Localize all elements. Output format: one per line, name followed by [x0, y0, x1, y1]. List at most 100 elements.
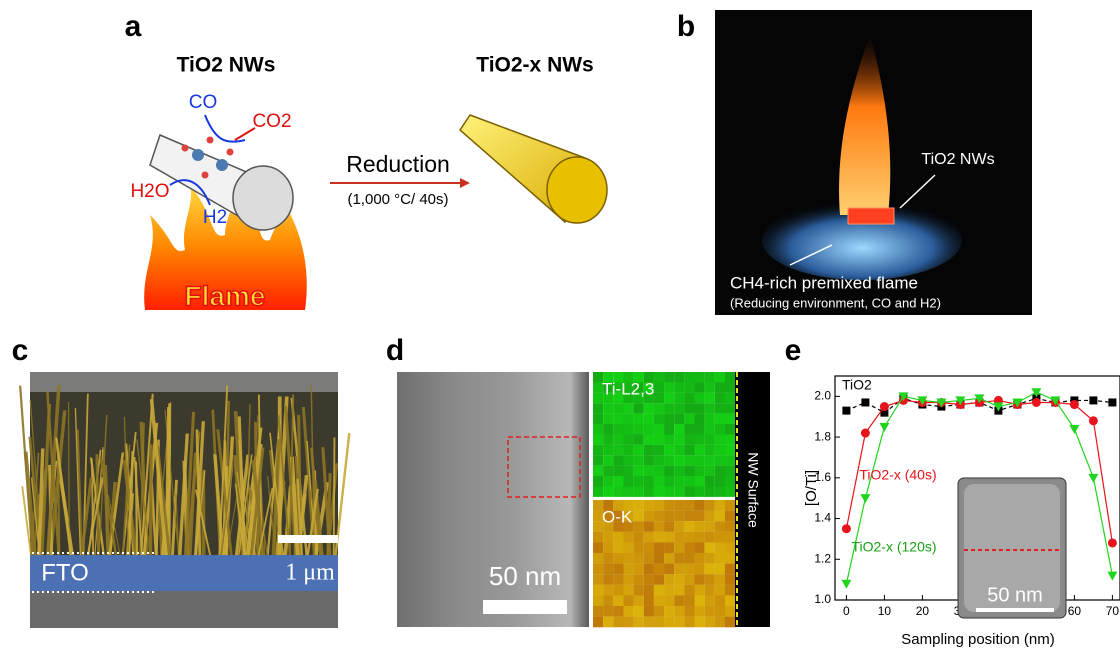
- pixel: [634, 532, 644, 543]
- pixel: [705, 606, 715, 617]
- pixel: [664, 486, 674, 497]
- pixel: [634, 403, 644, 414]
- pixel: [603, 434, 613, 445]
- pixel: [623, 445, 633, 456]
- pixel: [664, 424, 674, 435]
- pixel: [593, 466, 603, 477]
- pixel: [623, 585, 633, 596]
- pixel: [623, 542, 633, 553]
- pixel: [623, 486, 633, 497]
- molecule-label: H2: [203, 207, 227, 228]
- marker: [880, 402, 889, 411]
- pixel: [684, 585, 694, 596]
- pixel: [593, 564, 603, 575]
- pixel: [644, 424, 654, 435]
- pixel: [725, 553, 735, 564]
- map-label: Ti-L2,3: [602, 379, 654, 398]
- x-tick-label: 0: [843, 604, 850, 618]
- pixel: [664, 585, 674, 596]
- pixel: [603, 403, 613, 414]
- pixel: [654, 414, 664, 425]
- pixel: [684, 553, 694, 564]
- pixel: [674, 403, 684, 414]
- pixel: [664, 403, 674, 414]
- pixel: [684, 521, 694, 532]
- pixel: [695, 500, 705, 511]
- pixel: [674, 414, 684, 425]
- marker: [861, 429, 870, 438]
- pixel: [725, 595, 735, 606]
- pixel: [674, 466, 684, 477]
- pixel: [654, 455, 664, 466]
- pixel: [644, 595, 654, 606]
- pixel: [644, 564, 654, 575]
- pixel: [644, 403, 654, 414]
- pixel: [715, 574, 725, 585]
- pixel: [695, 466, 705, 477]
- pixel: [634, 511, 644, 522]
- pixel: [674, 434, 684, 445]
- pixel: [654, 500, 664, 511]
- pixel: [644, 553, 654, 564]
- pixel: [725, 585, 735, 596]
- pixel: [674, 553, 684, 564]
- pixel: [705, 434, 715, 445]
- pixel: [654, 382, 664, 393]
- pixel: [705, 500, 715, 511]
- pixel: [725, 393, 735, 404]
- pixel: [705, 617, 715, 628]
- panel-c: c FTO 1 μm: [12, 334, 351, 628]
- layer-label: FTO: [41, 559, 89, 586]
- pixel: [664, 542, 674, 553]
- pixel: [623, 564, 633, 575]
- pixel: [593, 574, 603, 585]
- pixel: [725, 574, 735, 585]
- pixel: [644, 606, 654, 617]
- pixel: [674, 500, 684, 511]
- pixel: [634, 424, 644, 435]
- pixel: [613, 542, 623, 553]
- pixel: [654, 532, 664, 543]
- pixel: [654, 595, 664, 606]
- pixel: [684, 564, 694, 575]
- pixel: [644, 500, 654, 511]
- pixel: [715, 500, 725, 511]
- panel-a: a TiO2 NWs TiO2-x NWs CO CO2 H2O H2 Flam…: [125, 10, 607, 311]
- pixel: [705, 372, 715, 383]
- pixel: [674, 606, 684, 617]
- pixel: [654, 424, 664, 435]
- pixel: [654, 574, 664, 585]
- pixel: [725, 455, 735, 466]
- pixel: [725, 542, 735, 553]
- pixel: [644, 455, 654, 466]
- pixel: [715, 585, 725, 596]
- marker: [1108, 538, 1117, 547]
- pixel: [725, 521, 735, 532]
- pixel: [674, 595, 684, 606]
- pixel: [664, 532, 674, 543]
- pixel: [705, 532, 715, 543]
- pixel: [654, 521, 664, 532]
- marker: [841, 580, 851, 589]
- pixel: [664, 372, 674, 383]
- marker: [1032, 398, 1041, 407]
- pixel: [705, 486, 715, 497]
- pixel: [613, 445, 623, 456]
- pixel: [705, 382, 715, 393]
- x-tick-label: 70: [1106, 604, 1120, 618]
- pixel: [593, 606, 603, 617]
- pixel: [705, 476, 715, 487]
- pixel: [715, 476, 725, 487]
- flame-label: Flame: [185, 280, 266, 311]
- pixel: [634, 553, 644, 564]
- divider: [589, 372, 593, 627]
- pixel: [644, 445, 654, 456]
- pixel: [634, 542, 644, 553]
- pixel: [593, 585, 603, 596]
- pixel: [674, 372, 684, 383]
- pixel: [684, 414, 694, 425]
- pixel: [725, 372, 735, 383]
- pixel: [725, 486, 735, 497]
- pixel: [623, 403, 633, 414]
- panel-letter: c: [12, 334, 29, 367]
